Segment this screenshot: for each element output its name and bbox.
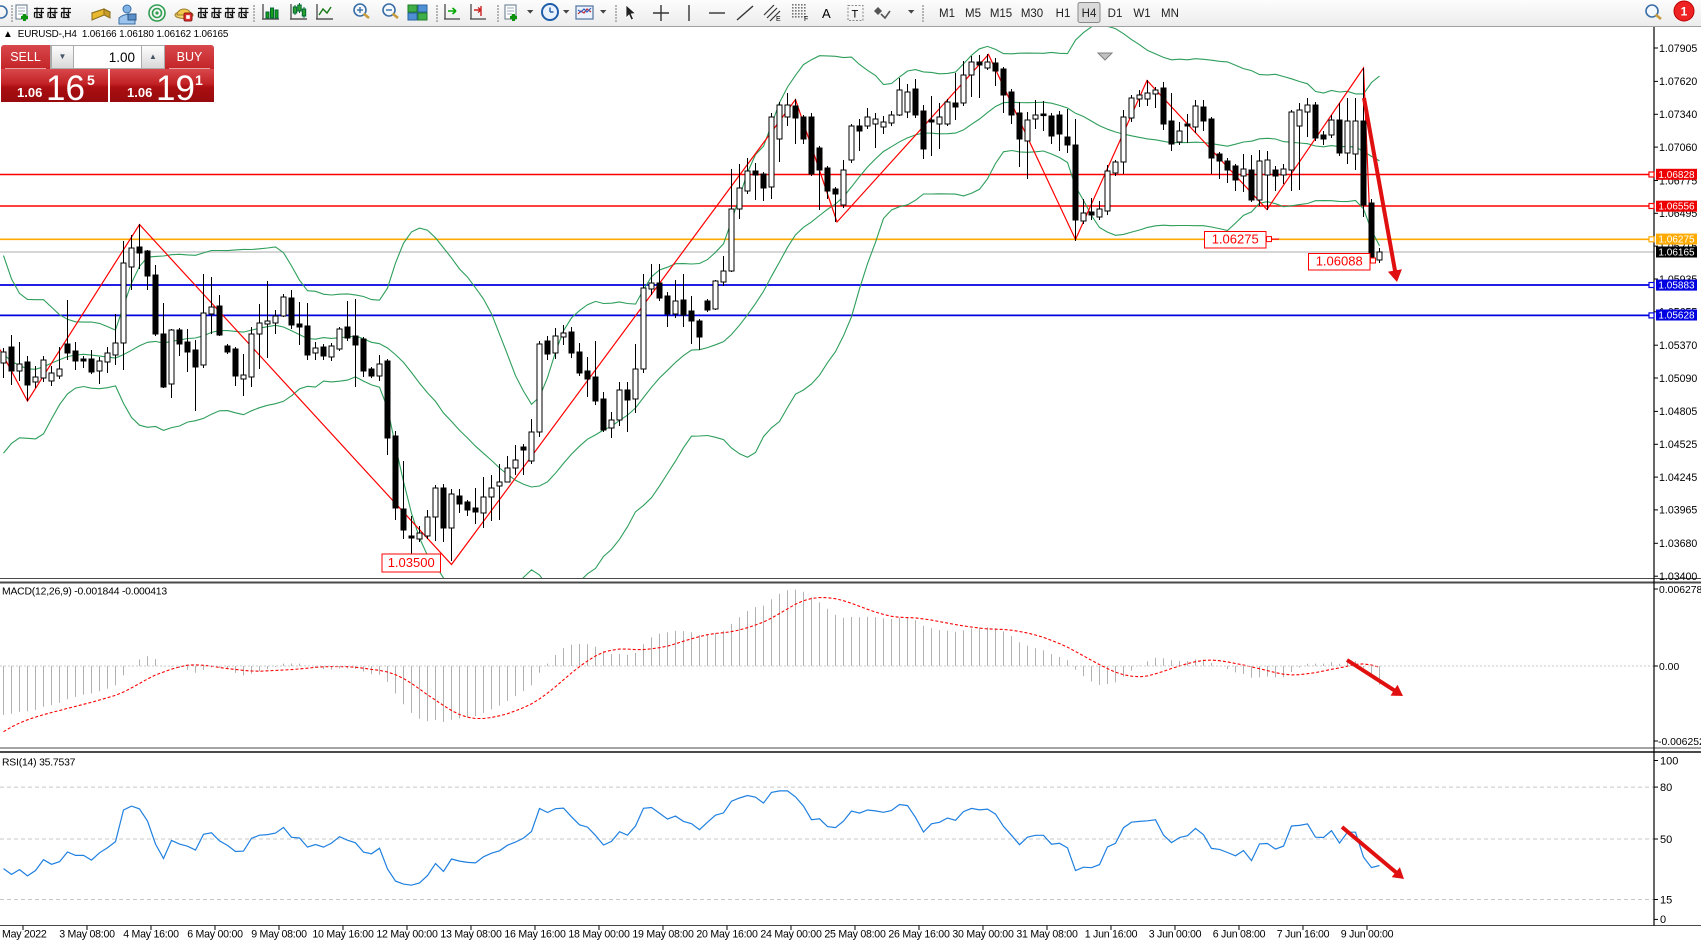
svg-text:1.05628: 1.05628 [1658,311,1695,322]
svg-text:9 Jun 00:00: 9 Jun 00:00 [1341,929,1394,941]
svg-text:80: 80 [1660,782,1672,794]
svg-text:50: 50 [1660,834,1672,846]
svg-text:1.04805: 1.04805 [1659,406,1697,418]
svg-text:E: E [776,16,781,23]
svg-text:1.03500: 1.03500 [388,555,435,570]
svg-text:1: 1 [1681,5,1688,19]
svg-text:0.006278: 0.006278 [1659,585,1701,596]
svg-text:31 May 08:00: 31 May 08:00 [1016,929,1078,941]
svg-text:F: F [804,16,808,23]
svg-text:9 May 08:00: 9 May 08:00 [251,929,307,941]
svg-text:T: T [852,9,859,21]
svg-text:6 May 00:00: 6 May 00:00 [187,929,243,941]
svg-text:1.07905: 1.07905 [1659,43,1697,55]
svg-text:1.06275: 1.06275 [1658,235,1695,246]
svg-text:W1: W1 [1133,8,1150,20]
svg-text:May 2022: May 2022 [2,929,47,941]
svg-text:1.03680: 1.03680 [1659,538,1697,550]
svg-text:1.06275: 1.06275 [1212,232,1259,247]
svg-text:13 May 08:00: 13 May 08:00 [440,929,502,941]
svg-text:16 May 16:00: 16 May 16:00 [504,929,566,941]
svg-text:M1: M1 [939,8,955,20]
svg-text:1.06828: 1.06828 [1658,170,1695,181]
svg-text:1.03400: 1.03400 [1659,571,1697,583]
svg-text:6 Jun 08:00: 6 Jun 08:00 [1213,929,1266,941]
svg-text:1.07620: 1.07620 [1659,76,1697,88]
svg-text:19 May 08:00: 19 May 08:00 [632,929,694,941]
svg-text:-0.006252: -0.006252 [1658,737,1701,748]
svg-text:0.00: 0.00 [1659,662,1679,673]
svg-text:7 Jun 16:00: 7 Jun 16:00 [1277,929,1330,941]
svg-text:H4: H4 [1082,8,1097,20]
svg-text:1.04525: 1.04525 [1659,439,1697,451]
svg-text:1.06088: 1.06088 [1316,254,1363,269]
svg-text:0: 0 [1660,914,1666,926]
svg-text:1.07340: 1.07340 [1659,109,1697,121]
svg-text:24 May 00:00: 24 May 00:00 [760,929,822,941]
svg-text:10 May 16:00: 10 May 16:00 [312,929,374,941]
svg-text:M5: M5 [965,8,981,20]
svg-text:1.05370: 1.05370 [1659,340,1697,352]
svg-text:1.03965: 1.03965 [1659,505,1697,517]
svg-text:18 May 00:00: 18 May 00:00 [568,929,630,941]
svg-text:MACD(12,26,9) -0.001844 -0.000: MACD(12,26,9) -0.001844 -0.000413 [2,587,167,598]
svg-text:25 May 08:00: 25 May 08:00 [824,929,886,941]
svg-text:H1: H1 [1056,8,1071,20]
svg-text:30 May 00:00: 30 May 00:00 [952,929,1014,941]
svg-text:1.04245: 1.04245 [1659,472,1697,484]
svg-text:3 Jun 00:00: 3 Jun 00:00 [1149,929,1202,941]
svg-text:3 May 08:00: 3 May 08:00 [59,929,115,941]
svg-text:20 May 16:00: 20 May 16:00 [696,929,758,941]
svg-text:4 May 16:00: 4 May 16:00 [123,929,179,941]
svg-text:1.06165: 1.06165 [1658,248,1695,259]
svg-text:M15: M15 [990,8,1012,20]
svg-text:12 May 00:00: 12 May 00:00 [376,929,438,941]
svg-text:1.05090: 1.05090 [1659,373,1697,385]
svg-text:100: 100 [1660,755,1678,767]
svg-text:1.05883: 1.05883 [1658,281,1695,292]
svg-text:M30: M30 [1021,8,1043,20]
svg-text:1.06556: 1.06556 [1658,202,1695,213]
svg-text:1.07060: 1.07060 [1659,142,1697,154]
svg-text:MN: MN [1161,8,1179,20]
svg-text:1 Jun 16:00: 1 Jun 16:00 [1085,929,1138,941]
svg-text:RSI(14) 35.7537: RSI(14) 35.7537 [2,758,76,769]
svg-text:15: 15 [1660,894,1672,906]
svg-text:26 May 16:00: 26 May 16:00 [888,929,950,941]
svg-text:A: A [822,6,831,21]
svg-text:D1: D1 [1108,8,1123,20]
